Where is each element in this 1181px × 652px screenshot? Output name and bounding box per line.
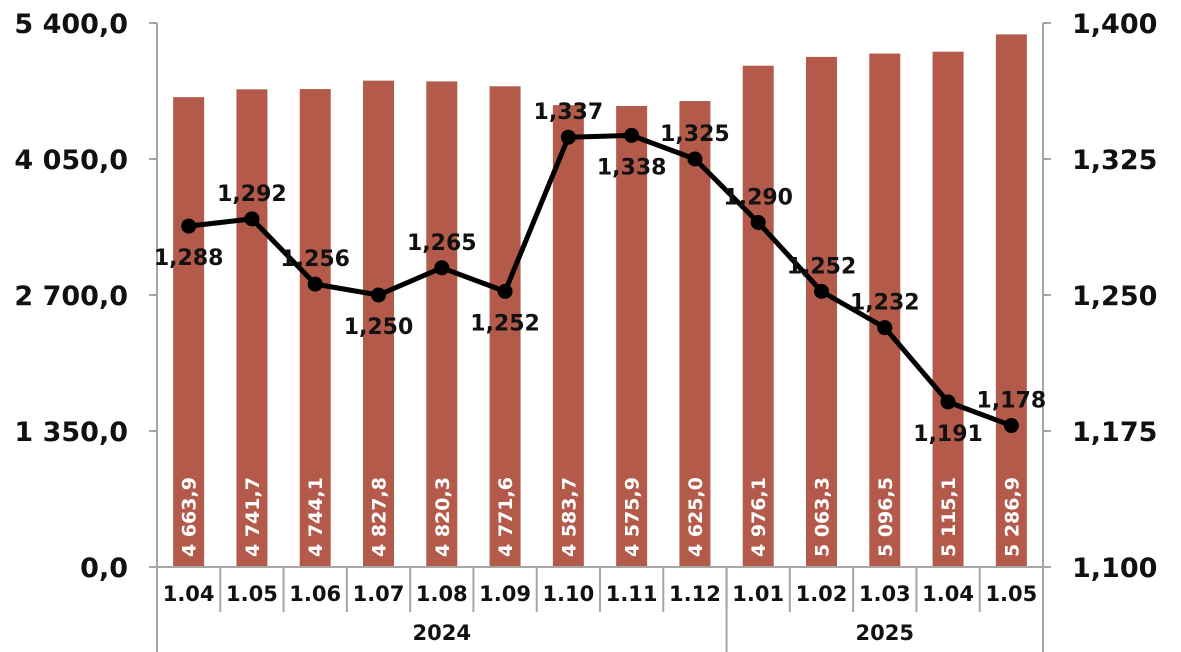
bar-value-label: 4 744,1 bbox=[305, 477, 327, 557]
x-tick-label: 1.04 bbox=[922, 582, 974, 606]
bar-value-label: 5 286,9 bbox=[1001, 477, 1023, 557]
line-value-label: 1,178 bbox=[977, 389, 1047, 414]
year-group-label: 2024 bbox=[413, 621, 471, 645]
bar bbox=[426, 81, 458, 567]
bar-value-label: 4 820,3 bbox=[432, 477, 454, 557]
bar-labels: 4 663,9 4 741,7 4 744,1 4 827,8 4 820,3 4 771… bbox=[179, 477, 1024, 557]
right-tick-label: 1,100 bbox=[1072, 553, 1157, 584]
bar bbox=[869, 53, 901, 567]
right-tick-label: 1,175 bbox=[1072, 417, 1157, 448]
line-marker bbox=[244, 211, 260, 227]
bar bbox=[489, 86, 521, 567]
x-tick-label: 1.06 bbox=[289, 582, 341, 606]
left-tick-label: 0,0 bbox=[80, 553, 128, 584]
line-value-label: 1,191 bbox=[913, 422, 983, 447]
axes: 0,0 1 350,0 2 700,0 4 050,0 5 400,0 1,100 1,17… bbox=[14, 9, 1157, 652]
x-tick-label: 1.05 bbox=[985, 582, 1037, 606]
bar bbox=[173, 97, 205, 567]
line-marker bbox=[814, 283, 829, 299]
x-tick-label: 1.11 bbox=[606, 582, 658, 606]
x-tick-label: 1.07 bbox=[353, 582, 405, 606]
x-tick-label: 1.01 bbox=[732, 582, 784, 606]
line-value-label: 1,292 bbox=[217, 182, 287, 207]
bar-value-label: 4 583,7 bbox=[558, 477, 580, 557]
line-value-label: 1,288 bbox=[154, 246, 224, 271]
year-group-label: 2025 bbox=[856, 621, 914, 645]
bar bbox=[995, 34, 1027, 567]
line-value-label: 1,232 bbox=[850, 291, 920, 316]
left-tick-label: 2 700,0 bbox=[14, 281, 128, 312]
bar-value-label: 5 063,3 bbox=[812, 477, 834, 557]
line-value-label: 1,252 bbox=[470, 311, 540, 336]
line-value-label: 1,265 bbox=[407, 231, 477, 256]
left-tick-label: 1 350,0 bbox=[14, 417, 128, 448]
bar bbox=[236, 89, 268, 567]
right-tick-label: 1,400 bbox=[1072, 9, 1157, 40]
x-tick-label: 1.12 bbox=[669, 582, 721, 606]
x-tick-label: 1.02 bbox=[796, 582, 848, 606]
bar-value-label: 4 827,8 bbox=[369, 477, 391, 557]
line-value-label: 1,337 bbox=[534, 100, 604, 125]
line-marker bbox=[560, 129, 576, 145]
bar-value-label: 4 976,1 bbox=[748, 477, 770, 557]
bars bbox=[173, 34, 1027, 568]
bar-value-label: 4 575,9 bbox=[622, 477, 644, 557]
line-marker bbox=[181, 218, 197, 234]
bar-value-label: 4 625,0 bbox=[685, 477, 707, 557]
line-marker bbox=[687, 151, 703, 167]
left-tick-label: 4 050,0 bbox=[14, 145, 128, 176]
bar-value-label: 4 663,9 bbox=[179, 477, 201, 557]
line-marker bbox=[877, 320, 893, 336]
bar bbox=[363, 80, 394, 567]
bar bbox=[299, 89, 331, 567]
bar-value-label: 4 771,6 bbox=[495, 477, 517, 557]
line-value-label: 1,256 bbox=[280, 247, 350, 272]
right-tick-label: 1,250 bbox=[1072, 281, 1157, 312]
ratio-line bbox=[181, 127, 1019, 434]
x-tick-label: 1.03 bbox=[859, 582, 911, 606]
line-value-label: 1,252 bbox=[787, 254, 857, 279]
bar-value-label: 5 115,1 bbox=[938, 477, 960, 557]
line-marker bbox=[497, 283, 513, 299]
line-value-label: 1,338 bbox=[597, 155, 667, 180]
x-tick-label: 1.05 bbox=[226, 582, 278, 606]
x-tick-label: 1.04 bbox=[163, 582, 215, 606]
bar bbox=[932, 51, 964, 567]
line-marker bbox=[434, 260, 450, 276]
line-value-label: 1,325 bbox=[660, 122, 730, 147]
bar bbox=[742, 65, 774, 567]
line-labels: 1,288 1,292 1,256 1,250 1,265 1,252 1,337 1,338… bbox=[154, 100, 1046, 447]
x-tick-label: 1.10 bbox=[542, 582, 594, 606]
bar-value-label: 4 741,7 bbox=[242, 477, 264, 557]
line-marker bbox=[624, 127, 640, 143]
x-tick-label: 1.09 bbox=[479, 582, 531, 606]
line-value-label: 1,250 bbox=[344, 315, 414, 340]
bar bbox=[552, 105, 584, 567]
right-tick-label: 1,325 bbox=[1072, 145, 1157, 176]
bar bbox=[806, 56, 837, 568]
bar bbox=[679, 101, 711, 568]
bar bbox=[616, 106, 648, 567]
line-value-label: 1,290 bbox=[723, 185, 793, 210]
x-axis: 1.04 1.05 1.06 1.07 1.08 1.09 1.10 1.11 1.12 1.01… bbox=[157, 566, 1043, 652]
bar-value-label: 5 096,5 bbox=[875, 477, 897, 557]
line-marker bbox=[371, 287, 386, 303]
x-tick-label: 1.08 bbox=[416, 582, 468, 606]
line-marker bbox=[750, 214, 766, 230]
line-marker bbox=[940, 394, 956, 410]
line-marker bbox=[307, 276, 323, 292]
ratio-line-path bbox=[188, 132, 1013, 428]
line-marker bbox=[1003, 418, 1019, 434]
left-tick-label: 5 400,0 bbox=[14, 9, 128, 40]
